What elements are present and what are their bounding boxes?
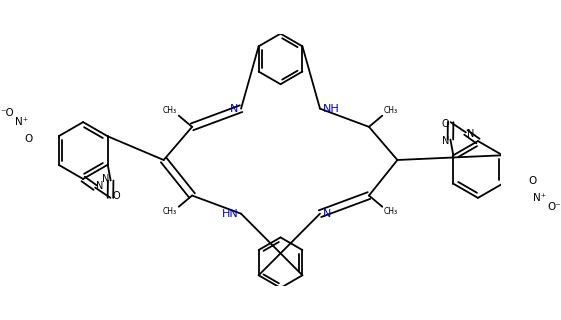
Text: N: N <box>467 129 474 139</box>
Text: N: N <box>323 209 331 219</box>
Text: ⁻O: ⁻O <box>1 108 14 118</box>
Text: N: N <box>231 104 238 114</box>
Text: HN: HN <box>222 209 238 219</box>
Text: N: N <box>96 181 104 191</box>
Text: O: O <box>528 176 537 187</box>
Text: N⁺: N⁺ <box>533 193 546 203</box>
Text: N⁺: N⁺ <box>15 117 28 127</box>
Text: CH₃: CH₃ <box>384 207 398 217</box>
Text: CH₃: CH₃ <box>163 106 177 115</box>
Text: O: O <box>24 133 33 144</box>
Text: NH: NH <box>323 104 339 114</box>
Text: O: O <box>442 119 449 129</box>
Text: O⁻: O⁻ <box>547 202 561 212</box>
Text: N: N <box>442 136 449 146</box>
Text: N: N <box>102 174 109 184</box>
Text: O: O <box>112 191 119 201</box>
Text: CH₃: CH₃ <box>384 106 398 115</box>
Text: CH₃: CH₃ <box>163 207 177 217</box>
